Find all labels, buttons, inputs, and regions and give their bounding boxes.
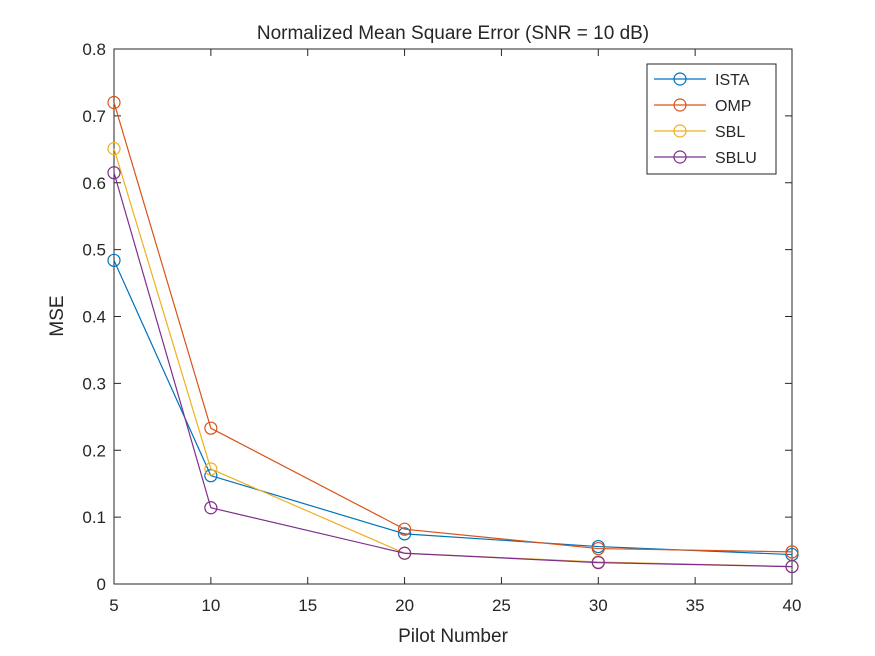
series-sblu xyxy=(107,166,799,574)
y-tick-label: 0.1 xyxy=(82,508,106,527)
y-tick-label: 0.3 xyxy=(82,374,106,393)
series-line xyxy=(113,102,793,553)
data-point xyxy=(397,527,412,541)
x-tick-label: 10 xyxy=(201,596,220,615)
data-point xyxy=(397,522,412,536)
y-axis-title: MSE xyxy=(47,295,68,336)
legend-swatch-marker xyxy=(673,98,687,112)
data-point xyxy=(204,501,218,515)
y-tick-label: 0.7 xyxy=(82,107,106,126)
series-layer xyxy=(107,95,799,574)
data-point xyxy=(107,142,121,156)
x-tick-label: 5 xyxy=(109,596,118,615)
legend-item-sblu: SBLU xyxy=(654,150,757,167)
data-point xyxy=(204,421,218,435)
y-tick-label: 0.2 xyxy=(82,441,106,460)
data-point xyxy=(204,469,218,483)
data-point xyxy=(591,555,605,570)
y-tick-label: 0.6 xyxy=(82,174,106,193)
legend: ISTA OMP SBL SBLU xyxy=(646,63,777,175)
x-tick-label: 20 xyxy=(395,596,414,615)
legend-label: OMP xyxy=(715,98,751,115)
data-point xyxy=(204,462,218,476)
legend-swatch-marker xyxy=(673,124,687,138)
chart-title: Normalized Mean Square Error (SNR = 10 d… xyxy=(257,23,649,44)
data-point xyxy=(107,166,121,180)
legend-swatch-marker xyxy=(673,150,687,164)
legend-item-sbl: SBL xyxy=(654,124,745,141)
data-point xyxy=(591,541,605,556)
legend-label: SBL xyxy=(715,124,745,141)
y-tick-label: 0.5 xyxy=(82,241,106,260)
legend-label: ISTA xyxy=(715,72,750,89)
legend-box xyxy=(646,63,777,175)
data-point xyxy=(397,546,412,560)
y-tick-label: 0.4 xyxy=(82,308,106,327)
y-tick-label: 0.8 xyxy=(82,40,106,59)
legend-label: SBLU xyxy=(715,150,757,167)
legend-swatch-marker xyxy=(673,72,687,86)
data-point xyxy=(107,95,121,110)
x-tick-label: 40 xyxy=(783,596,802,615)
x-tick-label: 35 xyxy=(686,596,705,615)
x-tick-label: 30 xyxy=(589,596,608,615)
axis-ticks: 5 10 15 20 25 30 35 40 0 0.1 0.2 0.3 0.4 0.5 0.6 0.7 0.8 xyxy=(82,40,801,615)
x-tick-label: 25 xyxy=(492,596,511,615)
data-point xyxy=(107,253,121,267)
y-tick-label: 0 xyxy=(97,575,106,594)
x-tick-label: 15 xyxy=(298,596,317,615)
x-axis-title: Pilot Number xyxy=(398,626,508,647)
legend-item-omp: OMP xyxy=(654,98,751,115)
series-line xyxy=(113,172,793,568)
legend-item-ista: ISTA xyxy=(654,72,750,89)
data-point xyxy=(785,545,799,559)
data-point xyxy=(785,560,799,574)
series-omp xyxy=(107,95,799,559)
